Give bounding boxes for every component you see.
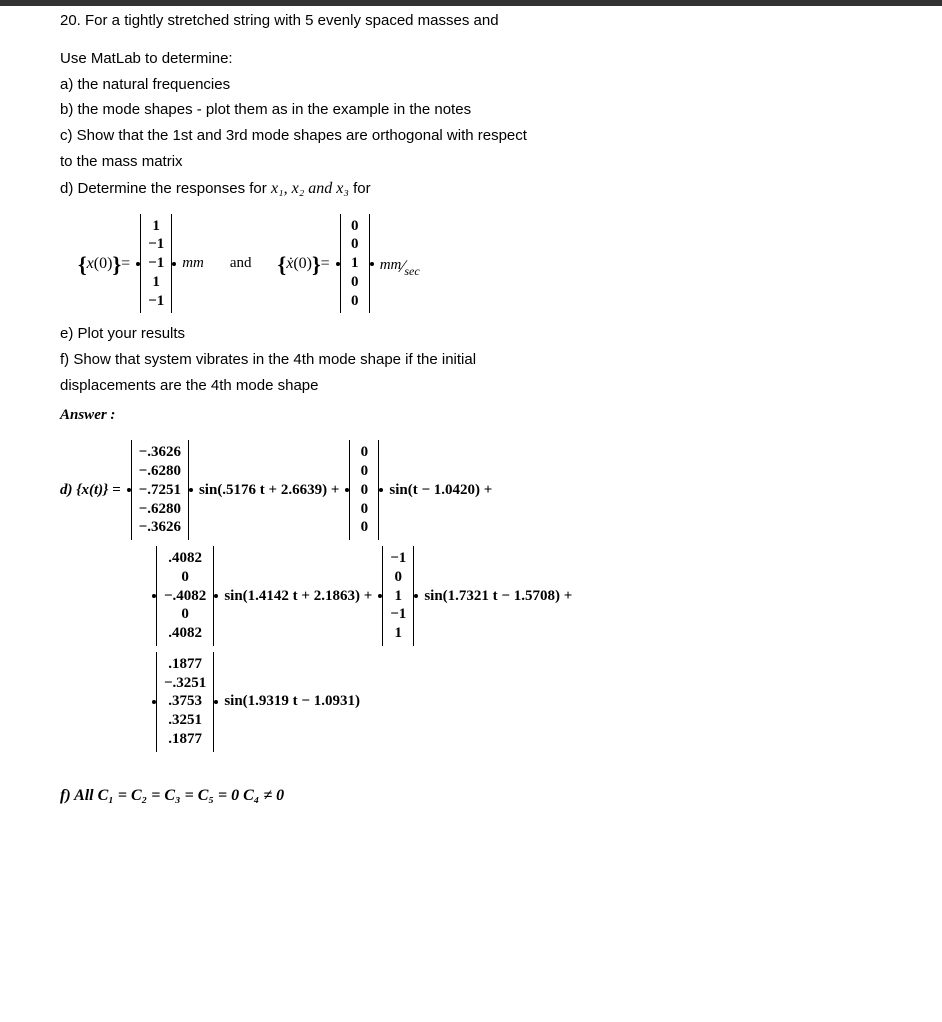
t5v3: .3251 [164,711,206,730]
disp-vector: 1 −1 −1 1 −1 [136,214,176,314]
x3: x₃ [336,180,349,197]
problem-header: 20. For a tightly stretched string with … [60,10,882,32]
t4v3: −1 [390,605,406,624]
solution-d-row2: .4082 0 −.4082 0 .4082 sin(1.4142 t + 2.… [60,546,882,646]
t5v1: −.3251 [164,674,206,693]
term5-vec: .1877 −.3251 .3753 .3251 .1877 [152,652,218,752]
initial-conditions: {x(0)}= 1 −1 −1 1 −1 mm and {ẋ(0)}= 0 0 … [60,214,882,314]
part-f-1: f) Show that system vibrates in the 4th … [60,349,882,371]
part-d-pre: d) Determine the responses for [60,180,271,197]
part-f-2: displacements are the 4th mode shape [60,375,882,397]
v2: 1 [348,254,362,273]
d1: −1 [148,235,164,254]
term4-vec: −1 0 1 −1 1 [378,546,418,646]
answer-label: Answer : [60,405,882,427]
term5-fn: sin(1.9319 t − 1.0931) [224,693,360,710]
t5v0: .1877 [164,655,206,674]
t3v4: .4082 [164,624,206,643]
top-border [0,0,942,6]
t5v4: .1877 [164,730,206,749]
f-answer: f) All C₁ = C₂ = C₃ = C₅ = 0 C₄ ≠ 0 [60,784,882,807]
d3: 1 [148,273,164,292]
term2-vec: 0 0 0 0 0 [345,440,383,540]
t2v0: 0 [357,443,371,462]
term3-fn: sin(1.4142 t + 2.1863) + [224,588,372,605]
term3-vec: .4082 0 −.4082 0 .4082 [152,546,218,646]
part-a: a) the natural frequencies [60,74,882,96]
term1-fn: sin(.5176 t + 2.6639) + [199,482,339,499]
t3v1: 0 [164,568,206,587]
v1: 0 [348,235,362,254]
t2v1: 0 [357,462,371,481]
v4: 0 [348,292,362,311]
v3: 0 [348,273,362,292]
t1v1: −.6280 [139,462,181,481]
f-eq: C₁ = C₂ = C₃ = C₅ = 0 C₄ ≠ 0 [98,787,285,804]
part-d-line: d) Determine the responses for x₁, x₂ an… [60,177,882,200]
d2: −1 [148,254,164,273]
sep1: , [284,180,292,197]
t4v2: 1 [390,587,406,606]
unit-mm: mm [182,255,204,272]
and-word: and [304,180,336,197]
t4v4: 1 [390,624,406,643]
x1: x₁ [271,180,284,197]
part-d-post: for [349,180,371,197]
unit-mm-sec: mm∕sec [380,253,420,274]
sec-den: sec [404,264,419,278]
d0: 1 [148,217,164,236]
x-of-0-vel: {ẋ(0)}= [278,255,330,273]
t3v3: 0 [164,605,206,624]
solution-d-row1: d) {x(t)} = −.3626 −.6280 −.7251 −.6280 … [60,440,882,540]
t1v2: −.7251 [139,481,181,500]
t1v3: −.6280 [139,500,181,519]
t4v0: −1 [390,549,406,568]
t2v2: 0 [357,481,371,500]
t4v1: 0 [390,568,406,587]
x-of-0-disp: {x(0)}= [78,255,130,273]
t5v2: .3753 [164,692,206,711]
t2v3: 0 [357,500,371,519]
t1v4: −.3626 [139,518,181,537]
t3v0: .4082 [164,549,206,568]
part-c-2: to the mass matrix [60,151,882,173]
t2v4: 0 [357,518,371,537]
f-pre: f) All [60,787,98,804]
part-c-1: c) Show that the 1st and 3rd mode shapes… [60,125,882,147]
solution-d-row3: .1877 −.3251 .3753 .3251 .1877 sin(1.931… [60,652,882,752]
t3v2: −.4082 [164,587,206,606]
term1-vec: −.3626 −.6280 −.7251 −.6280 −.3626 [127,440,193,540]
vel-vector: 0 0 1 0 0 [336,214,374,314]
intro-use-matlab: Use MatLab to determine: [60,48,882,70]
problem-page: 20. For a tightly stretched string with … [0,10,942,841]
v0: 0 [348,217,362,236]
and-text: and [230,255,252,272]
mm-num: mm [380,257,402,273]
term2-fn: sin(t − 1.0420) + [389,482,492,499]
d4: −1 [148,292,164,311]
part-e: e) Plot your results [60,323,882,345]
term4-fn: sin(1.7321 t − 1.5708) + [424,588,572,605]
part-b: b) the mode shapes - plot them as in the… [60,99,882,121]
t1v0: −.3626 [139,443,181,462]
x2: x₂ [292,180,305,197]
d-label: d) {x(t)} = [60,482,121,499]
